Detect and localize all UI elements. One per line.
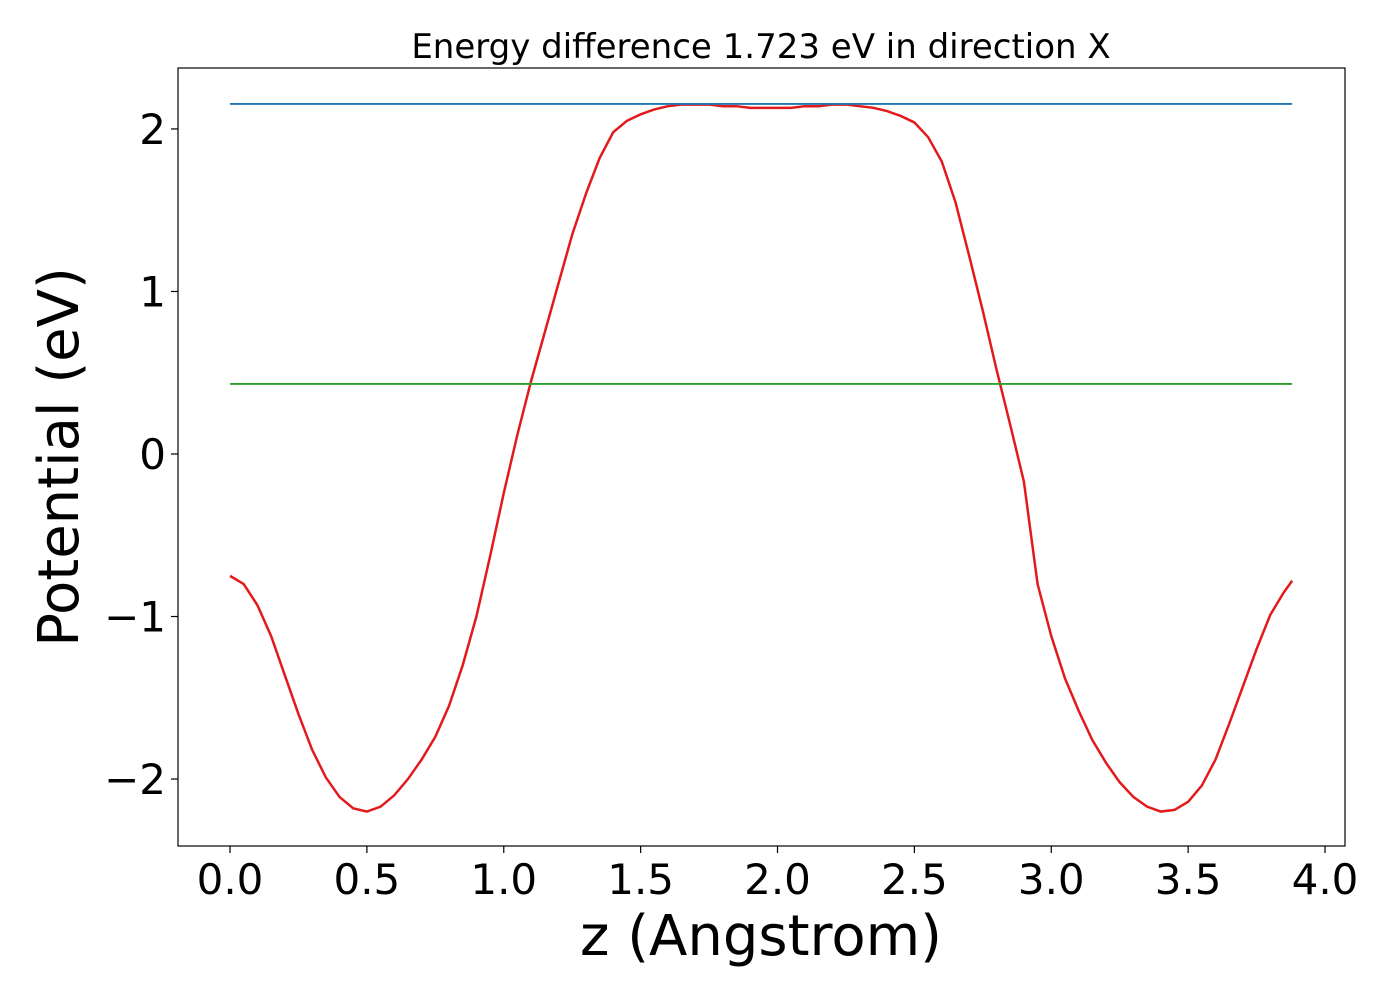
x-tick-label: 1.0 [470, 855, 537, 904]
x-tick-label: 4.0 [1292, 855, 1359, 904]
y-tick-label: −2 [104, 755, 166, 804]
x-tick-label: 3.0 [1018, 855, 1085, 904]
y-tick-label: −1 [104, 593, 166, 642]
x-tick-label: 1.5 [607, 855, 674, 904]
y-axis-label: Potential (eV) [27, 267, 92, 647]
y-tick-label: 1 [139, 267, 166, 316]
y-tick-label: 2 [139, 105, 166, 154]
x-tick-label: 0.0 [197, 855, 264, 904]
x-tick-label: 2.0 [744, 855, 811, 904]
x-tick-label: 3.5 [1155, 855, 1222, 904]
chart-title: Energy difference 1.723 eV in direction … [411, 27, 1110, 67]
x-axis-label: z (Angstrom) [580, 904, 942, 969]
axes-frame [177, 67, 1346, 847]
series-line [229, 103, 1294, 813]
x-tick-label: 0.5 [333, 855, 400, 904]
y-tick-label: 0 [139, 430, 166, 479]
x-tick-label: 2.5 [881, 855, 948, 904]
